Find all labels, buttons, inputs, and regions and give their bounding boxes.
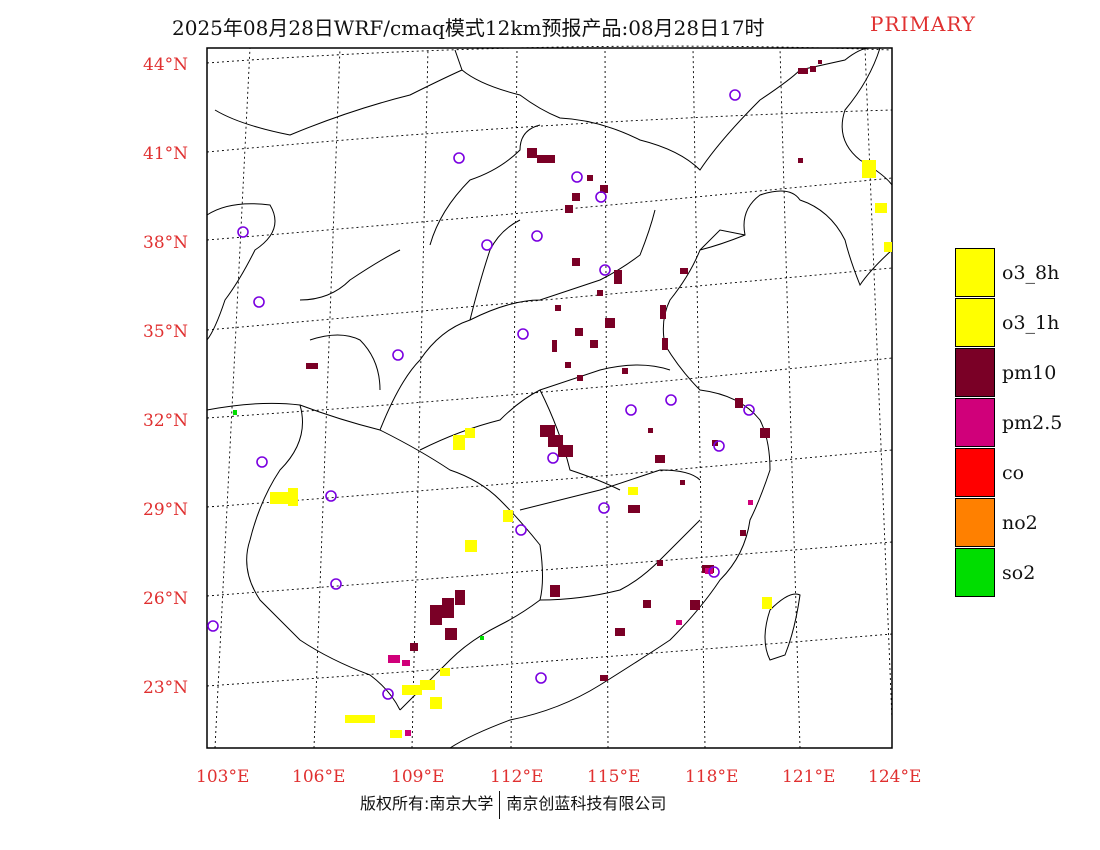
legend-item-no2: no2 <box>955 498 1095 548</box>
legend-label: o3_8h <box>1002 262 1060 284</box>
lon-label-103: 103°E <box>196 767 249 787</box>
legend-label: co <box>1002 462 1025 484</box>
lon-label-121: 121°E <box>782 767 835 787</box>
legend-swatch <box>955 298 995 347</box>
lat-label-38: 38°N <box>143 233 188 253</box>
lat-label-32: 32°N <box>143 411 188 431</box>
legend-item-so2: so2 <box>955 548 1095 598</box>
legend-label: o3_1h <box>1002 312 1060 334</box>
lat-label-44: 44°N <box>143 55 188 75</box>
copyright-right: 南京创蓝科技有限公司 <box>506 794 667 813</box>
o3-cells <box>270 160 892 738</box>
map-frame <box>206 47 893 749</box>
primary-tag: PRIMARY <box>870 12 976 36</box>
pm10-cells <box>306 60 822 681</box>
legend-item-pm25: pm2.5 <box>955 398 1095 448</box>
legend-item-o3-8h: o3_8h <box>955 248 1095 298</box>
lat-label-23: 23°N <box>143 678 188 698</box>
legend-item-co: co <box>955 448 1095 498</box>
legend-label: pm2.5 <box>1002 412 1063 434</box>
legend-swatch <box>955 548 995 597</box>
legend-swatch <box>955 398 995 447</box>
copyright-left: 版权所有:南京大学 <box>360 794 494 813</box>
boundaries <box>206 47 893 749</box>
footer-divider <box>499 790 501 819</box>
copyright-footer: 版权所有:南京大学 南京创蓝科技有限公司 <box>360 790 666 819</box>
lat-label-26: 26°N <box>143 589 188 609</box>
city-markers <box>207 89 755 700</box>
so2-cells <box>233 410 484 640</box>
legend-swatch <box>955 498 995 547</box>
lon-label-115: 115°E <box>587 767 640 787</box>
lat-label-29: 29°N <box>143 500 188 520</box>
legend-label: no2 <box>1002 512 1038 534</box>
legend-swatch <box>955 448 995 497</box>
legend: o3_8h o3_1h pm10 pm2.5 co no2 so2 <box>955 248 1095 598</box>
lon-label-109: 109°E <box>391 767 444 787</box>
lon-label-124: 124°E <box>868 767 921 787</box>
lon-label-106: 106°E <box>292 767 345 787</box>
legend-label: so2 <box>1002 562 1036 584</box>
lat-label-35: 35°N <box>143 322 188 342</box>
lon-label-118: 118°E <box>685 767 738 787</box>
legend-label: pm10 <box>1002 362 1057 384</box>
map-title: 2025年08月28日WRF/cmaq模式12km预报产品:08月28日17时 <box>172 16 765 40</box>
legend-swatch <box>955 348 995 397</box>
legend-item-pm10: pm10 <box>955 348 1095 398</box>
lon-label-112: 112°E <box>490 767 543 787</box>
legend-swatch <box>955 248 995 297</box>
legend-item-o3-1h: o3_1h <box>955 298 1095 348</box>
lat-label-41: 41°N <box>143 144 188 164</box>
